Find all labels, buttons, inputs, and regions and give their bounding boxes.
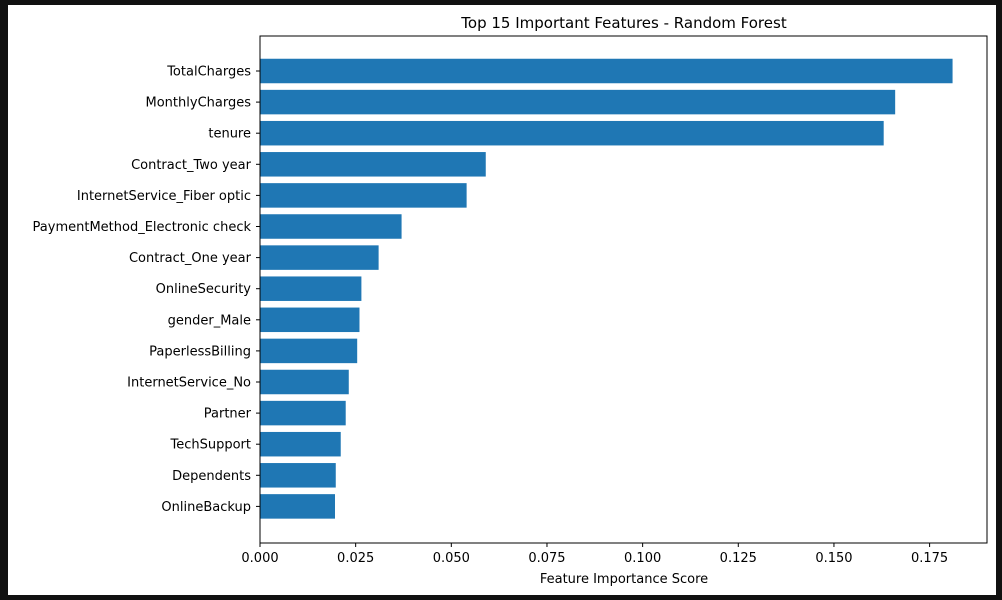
x-tick-label: 0.175 <box>911 551 948 566</box>
y-tick-label-dependents: Dependents <box>172 469 251 484</box>
bar-internetservice-fiber-optic <box>260 183 467 208</box>
bars-group <box>260 58 953 519</box>
y-tick-label-onlinesecurity: OnlineSecurity <box>156 282 252 297</box>
bar-techsupport <box>260 431 341 457</box>
bar-monthlycharges <box>260 89 896 115</box>
y-tick-labels: TotalCharges MonthlyCharges tenure Contract… <box>33 65 260 515</box>
bar-contract-one-year <box>260 245 379 270</box>
bar-totalcharges <box>260 58 953 84</box>
y-tick-label-onlinebackup: OnlineBackup <box>161 500 251 515</box>
x-tick-label: 0.050 <box>433 551 470 566</box>
bar-internetservice-no <box>260 369 349 395</box>
bar-gender-male <box>260 307 360 333</box>
bar-contract-two-year <box>260 152 486 177</box>
bar-onlinebackup <box>260 494 335 519</box>
y-tick-label-contract-two-year: Contract_Two year <box>131 158 252 173</box>
y-tick-label-partner: Partner <box>204 407 252 422</box>
bar-paperlessbilling <box>260 338 358 364</box>
y-tick-label-techsupport: TechSupport <box>169 438 251 453</box>
y-tick-label-gender-male: gender_Male <box>168 313 251 328</box>
x-tick-label: 0.075 <box>528 551 565 566</box>
bar-paymentmethod-electronic-check <box>260 214 402 239</box>
bar-tenure <box>260 120 884 146</box>
bar-dependents <box>260 463 336 488</box>
bar-partner <box>260 400 346 426</box>
x-tick-label: 0.100 <box>624 551 661 566</box>
feature-importance-chart: Top 15 Important Features - Random Fores… <box>33 14 988 587</box>
y-tick-label-internetservice-no: InternetService_No <box>127 376 251 391</box>
x-axis-label: Feature Importance Score <box>540 572 708 587</box>
plot-frame <box>259 35 988 544</box>
y-tick-label-internetservice-fiber-optic: InternetService_Fiber optic <box>77 189 251 204</box>
y-tick-label-monthlycharges: MonthlyCharges <box>146 96 252 111</box>
chart-title: Top 15 Important Features - Random Fores… <box>460 14 787 32</box>
y-tick-label-paperlessbilling: PaperlessBilling <box>149 344 251 359</box>
chart-figure: Top 15 Important Features - Random Fores… <box>8 5 996 595</box>
x-tick-label: 0.025 <box>337 551 374 566</box>
bar-onlinesecurity <box>260 276 362 301</box>
y-tick-label-tenure: tenure <box>208 127 251 142</box>
y-tick-label-contract-one-year: Contract_One year <box>129 251 252 266</box>
y-tick-label-totalcharges: TotalCharges <box>166 65 251 80</box>
x-tick-label: 0.000 <box>241 551 278 566</box>
x-tick-label: 0.125 <box>720 551 757 566</box>
x-tick-label: 0.150 <box>815 551 852 566</box>
y-tick-label-paymentmethod-electronic-check: PaymentMethod_Electronic check <box>33 220 252 235</box>
x-ticks: 0.000 0.025 0.050 0.075 0.100 0.125 0.150 0.175 <box>241 543 948 566</box>
